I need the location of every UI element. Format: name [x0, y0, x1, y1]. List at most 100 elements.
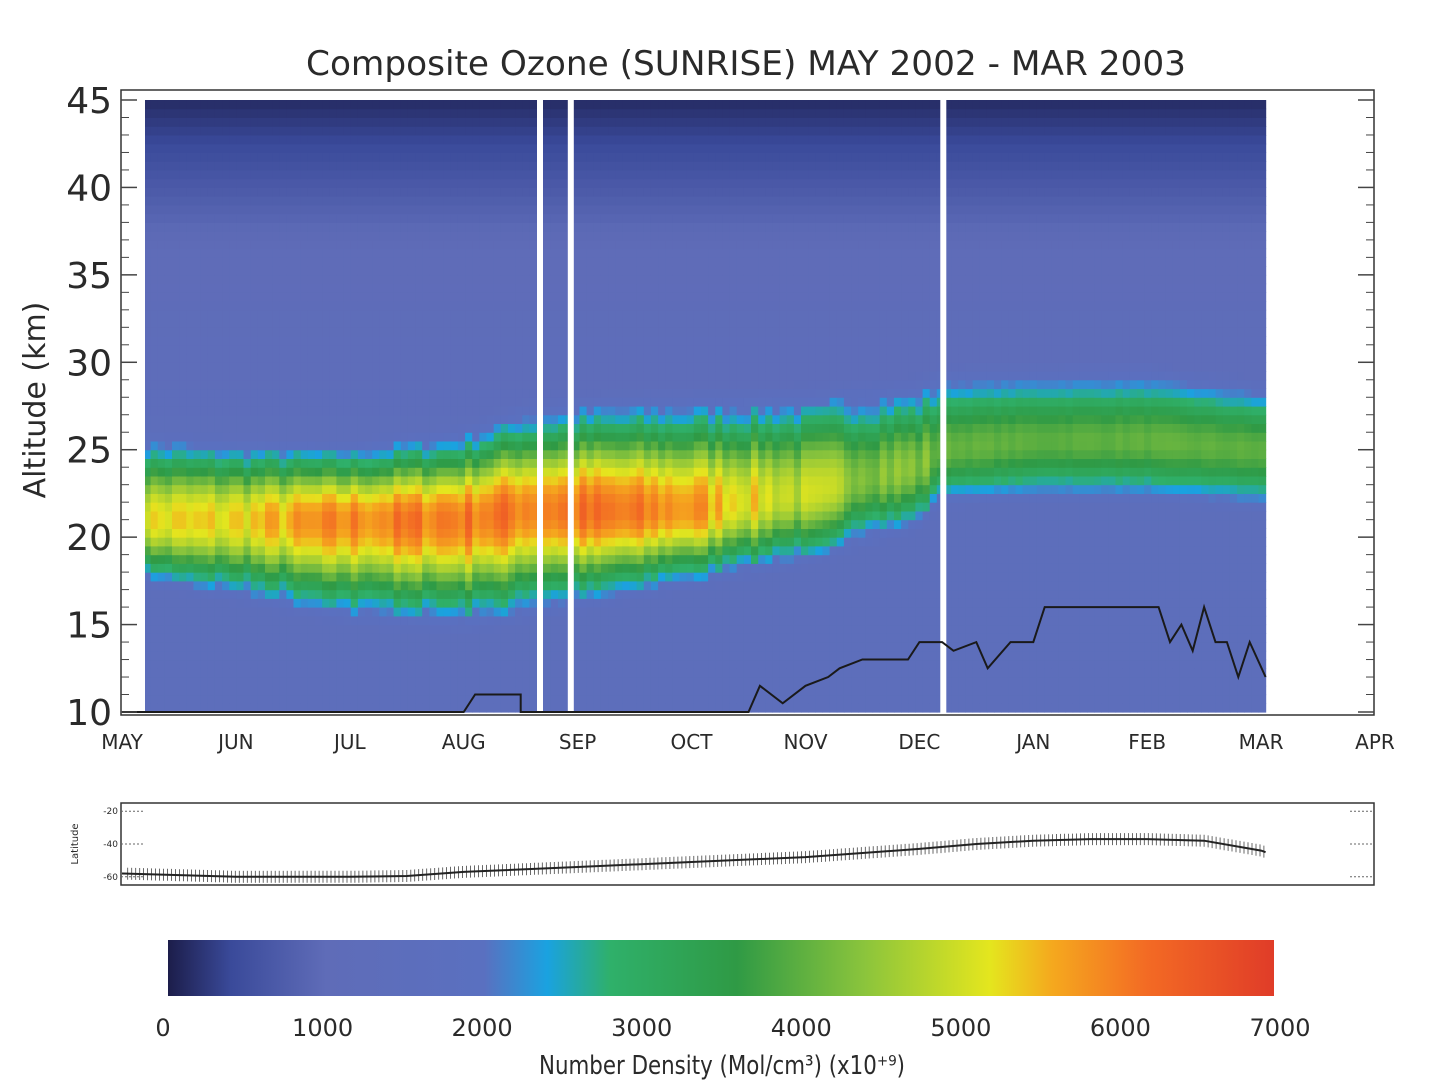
heatmap-cell: [300, 423, 309, 433]
heatmap-cell: [608, 554, 616, 564]
heatmap-cell: [136, 668, 144, 677]
heatmap-cell: [522, 572, 530, 582]
heatmap-cell: [357, 545, 366, 556]
heatmap-cell: [593, 607, 602, 617]
heatmap-cell: [236, 100, 245, 110]
heatmap-cell: [250, 397, 259, 407]
heatmap-cell: [272, 545, 280, 556]
heatmap-cell: [407, 397, 416, 407]
heatmap-cell: [522, 204, 530, 215]
heatmap-cell: [493, 344, 502, 355]
heatmap-cell: [265, 537, 273, 547]
heatmap-cell: [136, 275, 144, 284]
heatmap-cell: [207, 379, 216, 390]
heatmap-cell: [550, 239, 559, 250]
heatmap-cell: [172, 458, 180, 468]
heatmap-cell: [136, 345, 144, 354]
heatmap-cell: [136, 310, 144, 319]
heatmap-cell: [422, 239, 430, 250]
heatmap-cell: [508, 554, 516, 564]
heatmap-cell: [222, 257, 230, 267]
heatmap-cell: [500, 266, 509, 276]
heatmap-cell: [479, 108, 488, 118]
heatmap-cell: [629, 615, 638, 626]
heatmap-cell: [207, 659, 216, 669]
heatmap-cell: [222, 388, 230, 398]
heatmap-cell: [236, 152, 245, 162]
heatmap-cell: [436, 449, 445, 459]
heatmap-cell: [136, 467, 144, 476]
heatmap-cell: [586, 117, 595, 127]
heatmap-cell: [200, 213, 209, 223]
heatmap-cell: [600, 379, 609, 390]
heatmap-cell: [572, 353, 580, 363]
heatmap-cell: [622, 589, 630, 599]
heatmap-cell: [257, 545, 266, 556]
heatmap-cell: [407, 231, 416, 241]
heatmap-cell: [365, 196, 373, 206]
heatmap-cell: [307, 615, 316, 626]
heatmap-cell: [479, 615, 488, 626]
heatmap-cell: [622, 266, 630, 276]
heatmap-cell: [315, 152, 323, 162]
heatmap-cell: [365, 327, 373, 337]
heatmap-cell: [543, 554, 552, 564]
heatmap-cell: [243, 572, 252, 582]
heatmap-cell: [407, 204, 416, 215]
heatmap-cell: [172, 292, 180, 302]
heatmap-cell: [200, 703, 209, 713]
heatmap-cell: [550, 362, 559, 372]
heatmap-cell: [522, 406, 530, 416]
heatmap-cell: [214, 563, 223, 573]
heatmap-cell: [207, 204, 216, 215]
heatmap-cell: [479, 257, 488, 267]
heatmap-cell: [615, 204, 623, 215]
heatmap-cell: [129, 362, 137, 371]
heatmap-cell: [336, 519, 345, 529]
heatmap-cell: [357, 196, 366, 206]
heatmap-cell: [608, 493, 616, 503]
heatmap-cell: [150, 563, 159, 573]
heatmap-cell: [415, 484, 423, 494]
heatmap-cell: [450, 677, 459, 687]
heatmap-cell: [286, 642, 295, 652]
heatmap-cell: [586, 196, 595, 206]
heatmap-cell: [265, 204, 273, 215]
heatmap-cell: [486, 143, 495, 153]
heatmap-cell: [145, 257, 152, 267]
heatmap-cell: [579, 196, 588, 206]
heatmap-cell: [322, 371, 330, 381]
heatmap-cell: [243, 414, 252, 424]
heatmap-cell: [500, 589, 509, 599]
heatmap-cell: [372, 248, 380, 258]
heatmap-cell: [222, 414, 230, 424]
heatmap-cell: [186, 178, 194, 188]
heatmap-cell: [214, 371, 223, 381]
heatmap-cell: [322, 362, 330, 372]
heatmap-cell: [322, 449, 330, 459]
heatmap-cell: [486, 554, 495, 564]
heatmap-cell: [236, 318, 245, 328]
heatmap-cell: [457, 607, 466, 617]
heatmap-cell: [365, 318, 373, 328]
heatmap-cell: [515, 248, 523, 258]
heatmap-cell: [193, 169, 202, 180]
heatmap-cell: [157, 414, 166, 424]
heatmap-cell: [243, 467, 252, 477]
heatmap-cell: [193, 580, 202, 591]
heatmap-cell: [372, 353, 380, 363]
heatmap-cell: [250, 519, 259, 529]
heatmap-cell: [286, 633, 295, 643]
heatmap-cell: [579, 432, 588, 442]
heatmap-cell: [608, 406, 616, 416]
heatmap-cell: [615, 248, 623, 258]
heatmap-cell: [315, 143, 323, 153]
heatmap-cell: [457, 196, 466, 206]
heatmap-cell: [450, 589, 459, 599]
heatmap-cell: [129, 231, 137, 240]
heatmap-cell: [336, 178, 345, 188]
heatmap-cell: [214, 213, 223, 223]
heatmap-cell: [322, 545, 330, 556]
heatmap-cell: [579, 135, 588, 145]
heatmap-cell: [493, 510, 502, 521]
